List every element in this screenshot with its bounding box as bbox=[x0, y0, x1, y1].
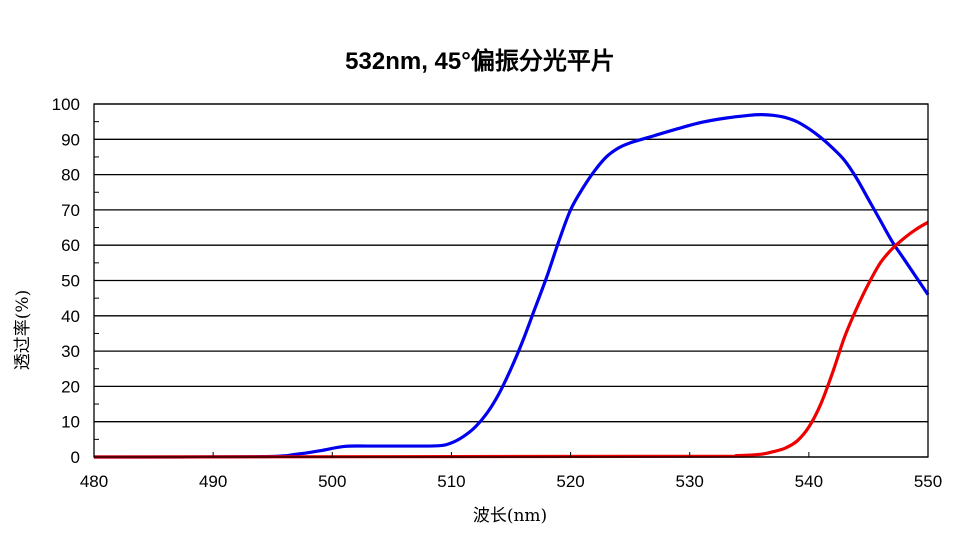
x-tick-label: 500 bbox=[318, 472, 346, 491]
y-tick-label: 90 bbox=[61, 130, 80, 149]
series-line-1 bbox=[93, 112, 930, 459]
y-axis-label: 透过率(%) bbox=[13, 290, 33, 370]
x-tick-label: 510 bbox=[437, 472, 465, 491]
y-tick-label: 100 bbox=[52, 95, 80, 114]
y-tick-label: 70 bbox=[61, 201, 80, 220]
gridlines bbox=[94, 103, 928, 458]
y-tick-label: 80 bbox=[61, 166, 80, 185]
x-tick-labels: 480 490 500 510 520 530 540 550 bbox=[80, 472, 942, 491]
y-tick-label: 50 bbox=[61, 272, 80, 291]
chart-title: 532nm, 45°偏振分光平片 bbox=[345, 47, 615, 75]
y-tick-label: 60 bbox=[61, 236, 80, 255]
minor-ticks bbox=[93, 121, 929, 457]
plot-frame bbox=[93, 103, 929, 458]
y-tick-label: 40 bbox=[61, 307, 80, 326]
x-axis-label: 波长(nm) bbox=[473, 506, 547, 526]
x-tick-label: 490 bbox=[199, 472, 227, 491]
x-tick-label: 540 bbox=[795, 472, 823, 491]
x-tick-label: 530 bbox=[676, 472, 704, 491]
x-tick-label: 550 bbox=[914, 472, 942, 491]
y-tick-label: 10 bbox=[61, 413, 80, 432]
y-tick-labels: 0 10 20 30 40 50 60 70 80 90 100 bbox=[52, 95, 80, 467]
series-layer bbox=[93, 112, 930, 459]
x-tick-label: 480 bbox=[80, 472, 108, 491]
y-tick-label: 0 bbox=[71, 448, 80, 467]
y-tick-label: 20 bbox=[61, 377, 80, 396]
y-tick-label: 30 bbox=[61, 342, 80, 361]
series-line-2 bbox=[93, 220, 929, 459]
x-tick-label: 520 bbox=[556, 472, 584, 491]
